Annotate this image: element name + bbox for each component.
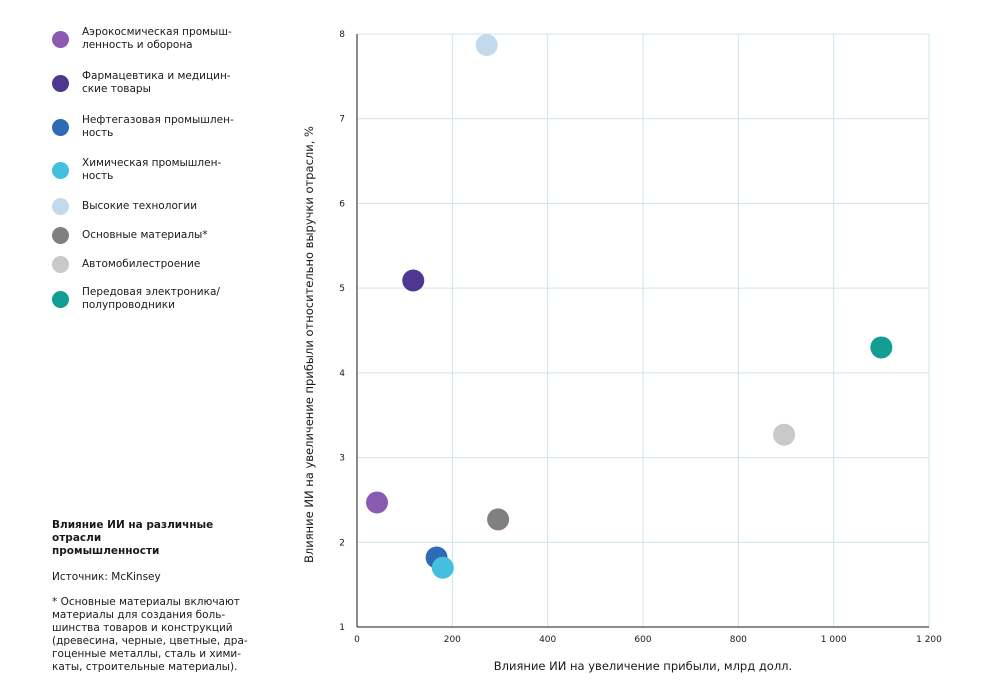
legend-item-high-tech: Высокие технологии	[52, 198, 198, 215]
legend-item-electronics: Передовая электроника/ полупроводники	[52, 286, 220, 312]
legend-label: Аэрокосмическая промыш- ленность и оборо…	[82, 26, 232, 51]
y-tick-label: 1	[339, 623, 345, 633]
legend-marker	[52, 198, 69, 215]
x-axis-title: Влияние ИИ на увеличение прибыли, млрд д…	[494, 659, 792, 673]
y-tick-label: 7	[339, 115, 345, 125]
legend-marker	[52, 162, 69, 179]
x-tick-label: 0	[354, 635, 360, 645]
data-point	[402, 269, 425, 292]
legend-marker	[52, 119, 69, 136]
legend-label: Высокие технологии	[82, 200, 198, 212]
x-tick-label: 600	[634, 635, 651, 645]
legend-label: Нефтегазовая промышлен- ность	[82, 114, 234, 139]
legend-item-oil-gas: Нефтегазовая промышлен- ность	[52, 114, 234, 140]
legend-marker	[52, 256, 69, 273]
x-tick-label: 800	[730, 635, 747, 645]
data-point	[475, 34, 498, 57]
x-tick-label: 200	[444, 635, 461, 645]
legend-marker	[52, 31, 69, 48]
x-tick-label: 1 200	[916, 635, 942, 645]
legend-item-pharma: Фармацевтика и медицин- ские товары	[52, 70, 231, 96]
legend-label: Химическая промышлен- ность	[82, 157, 222, 182]
legend-label: Основные материалы*	[82, 229, 208, 241]
legend-label: Автомобилестроение	[82, 258, 201, 270]
y-tick-label: 5	[339, 284, 345, 294]
y-tick-label: 2	[339, 538, 345, 548]
legend-marker	[52, 291, 69, 308]
legend-item-basic-materials: Основные материалы*	[52, 227, 208, 244]
x-tick-label: 400	[539, 635, 556, 645]
legend-item-aerospace: Аэрокосмическая промыш- ленность и оборо…	[52, 26, 232, 52]
legend-label: Фармацевтика и медицин- ские товары	[82, 70, 231, 95]
legend-label: Передовая электроника/ полупроводники	[82, 286, 220, 311]
data-point	[870, 336, 893, 359]
y-tick-label: 3	[339, 454, 345, 464]
y-tick-label: 4	[339, 369, 345, 379]
y-axis-title: Влияние ИИ на увеличение прибыли относит…	[302, 126, 316, 563]
data-point	[773, 423, 796, 446]
caption-title: Влияние ИИ на различные отрасли промышле…	[52, 519, 214, 557]
data-point	[431, 556, 454, 579]
data-point	[487, 508, 510, 531]
caption-source: Источник: McKinsey	[52, 571, 161, 583]
y-tick-label: 6	[339, 199, 345, 209]
legend-item-automotive: Автомобилестроение	[52, 256, 201, 273]
legend-marker	[52, 75, 69, 92]
legend-item-chemical: Химическая промышлен- ность	[52, 157, 221, 183]
caption-note: * Основные материалы включают материалы …	[52, 596, 248, 673]
data-point	[366, 491, 389, 514]
x-tick-label: 1 000	[821, 635, 847, 645]
legend-marker	[52, 227, 69, 244]
chart-caption: Влияние ИИ на различные отрасли промышле…	[52, 519, 262, 674]
y-tick-label: 8	[339, 30, 345, 40]
